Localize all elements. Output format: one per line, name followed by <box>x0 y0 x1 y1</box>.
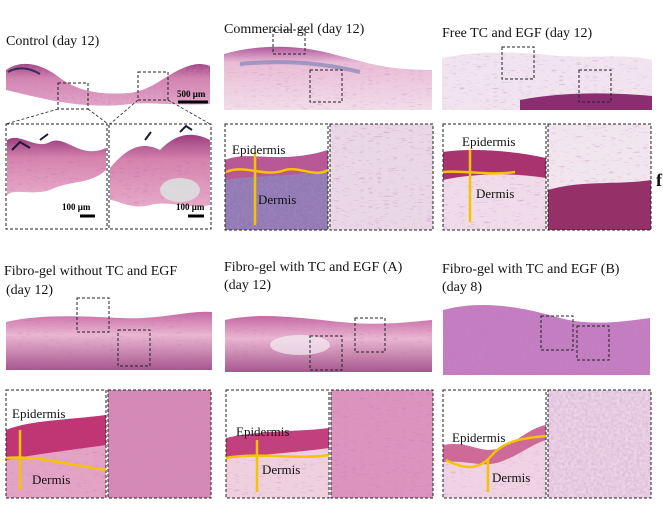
panel-title-control: Control (day 12) <box>6 34 100 49</box>
panel-title-fibro-gel-without: Fibro-gel without TC and EGF <box>4 264 178 279</box>
panel-title-free-tc-egf: Free TC and EGF (day 12) <box>442 26 593 41</box>
fibro-a-zoom-right <box>331 390 433 498</box>
fibro-b-zoom-right <box>548 390 651 498</box>
dermis-label: Dermis <box>258 192 297 207</box>
dermis-label: Dermis <box>262 462 301 477</box>
epidermis-label: Epidermis <box>462 134 516 149</box>
epidermis-label: Epidermis <box>232 142 286 157</box>
fibro-b-main-strip <box>443 304 650 375</box>
free-tc-egf-main-strip <box>442 52 652 110</box>
epidermis-label: Epidermis <box>236 424 290 439</box>
control-zoom-right <box>110 124 210 207</box>
control-zoom-left <box>7 133 106 195</box>
panel-title-commercial-gel: Commercial gel (day 12) <box>224 22 365 37</box>
dermis-label: Dermis <box>476 186 515 201</box>
panel-title-fibro-gel-b-day: (day 8) <box>442 280 483 295</box>
scale-label-zoom-left: 100 μm <box>62 202 91 212</box>
epidermis-label: Epidermis <box>12 406 66 421</box>
fibro-a-zoom-left <box>226 390 329 498</box>
commercial-gel-zoom-right <box>330 124 433 230</box>
commercial-gel-zoom-left <box>225 124 328 230</box>
free-tc-egf-zoom-right <box>548 124 651 230</box>
panel-title-fibro-gel-a: Fibro-gel with TC and EGF (A) <box>224 260 403 275</box>
panel-title-fibro-gel-b: Fibro-gel with TC and EGF (B) <box>442 262 620 277</box>
scale-label-main: 500 μm <box>177 89 206 99</box>
dermis-label: Dermis <box>32 472 71 487</box>
fibro-without-zoom-right <box>108 390 211 498</box>
fibro-a-main-strip <box>225 316 432 372</box>
fibro-without-main-strip <box>6 311 212 370</box>
epidermis-label: Epidermis <box>452 430 506 445</box>
panel-title-fibro-gel-without-day: (day 12) <box>6 283 54 298</box>
scale-label-zoom-right: 100 μm <box>176 202 205 212</box>
panel-title-fibro-gel-a-day: (day 12) <box>224 278 272 293</box>
commercial-gel-main-strip <box>224 46 432 110</box>
control-main-strip <box>6 63 210 106</box>
edge-letter: f <box>656 170 662 190</box>
dermis-label: Dermis <box>492 470 531 485</box>
